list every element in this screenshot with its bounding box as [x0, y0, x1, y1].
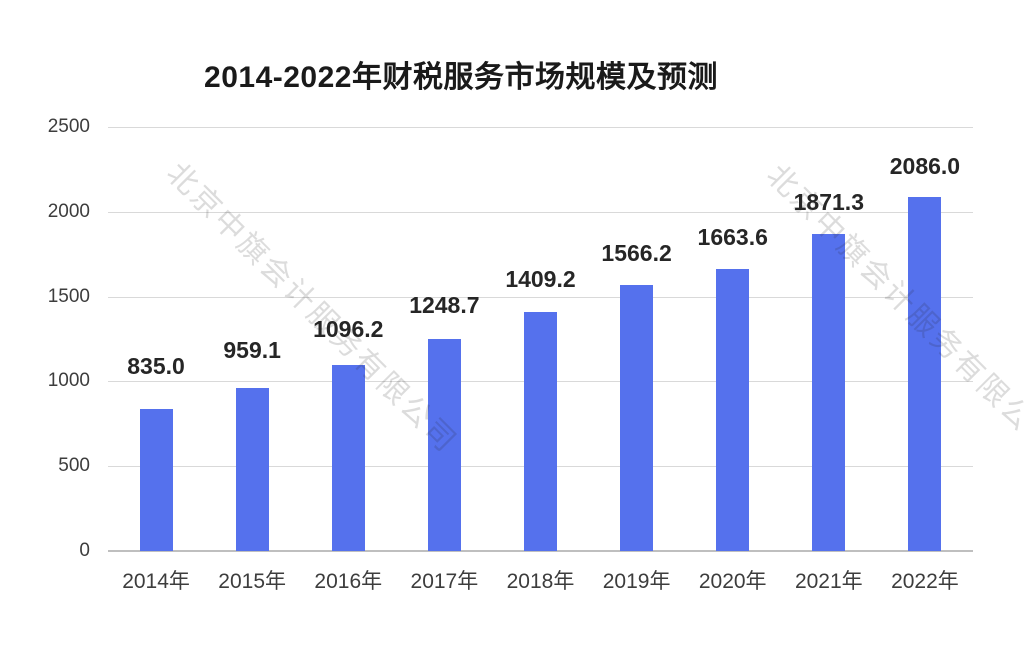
bar-value-label: 1248.7 — [409, 292, 480, 319]
bar-value-label: 1096.2 — [313, 316, 384, 343]
bar — [139, 409, 173, 551]
bar — [812, 233, 846, 551]
bar-value-label: 1409.2 — [505, 265, 576, 292]
x-axis-baseline — [108, 550, 973, 552]
y-axis-tick-label: 0 — [79, 540, 90, 561]
gridline — [108, 127, 973, 128]
bar — [524, 311, 557, 551]
x-axis-tick-label: 2014年 — [122, 570, 190, 593]
x-axis-tick-label: 2021年 — [794, 570, 863, 593]
bar — [620, 285, 654, 551]
bar-value-label: 1663.6 — [697, 223, 768, 250]
chart-title: 2014-2022年财税服务市场规模及预测 — [204, 61, 718, 94]
bar-value-label: 1566.2 — [601, 239, 672, 266]
bar — [716, 268, 750, 551]
x-axis-tick-label: 2020年 — [698, 570, 767, 593]
x-axis-tick-label: 2018年 — [506, 570, 575, 593]
x-axis-tick-label: 2015年 — [218, 570, 287, 593]
x-axis-tick-label: 2017年 — [410, 570, 479, 593]
bar — [235, 388, 269, 551]
bar — [331, 365, 365, 551]
gridline — [108, 211, 973, 213]
bar-value-label: 2086.0 — [889, 153, 961, 180]
y-axis-tick-label: 500 — [58, 455, 90, 477]
gridline — [108, 296, 973, 298]
y-axis-tick-label: 2500 — [47, 116, 90, 137]
y-axis-tick-label: 1500 — [47, 285, 90, 307]
bar-value-label: 1871.3 — [793, 189, 864, 216]
x-axis-tick-label: 2016年 — [314, 570, 383, 593]
x-axis-tick-label: 2022年 — [891, 570, 959, 593]
x-axis-tick-label: 2019年 — [602, 570, 671, 593]
y-axis-tick-label: 1000 — [47, 370, 90, 392]
y-axis-tick-label: 2000 — [47, 200, 90, 222]
bar — [908, 197, 942, 551]
bar-value-label: 835.0 — [127, 353, 185, 380]
bar — [427, 339, 461, 551]
bar-value-label: 959.1 — [223, 337, 281, 364]
